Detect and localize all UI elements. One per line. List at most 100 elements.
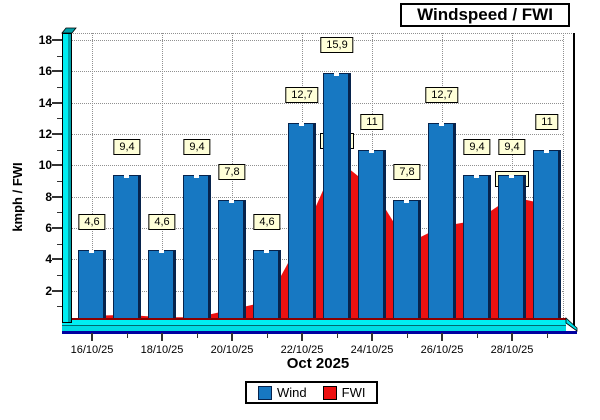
- y-minor-tick: [57, 181, 62, 182]
- y-grid-line: [72, 134, 563, 135]
- y-minor-tick: [57, 55, 62, 57]
- bar-value-label: 11: [535, 114, 559, 130]
- bar-top-tick: [439, 123, 444, 126]
- y-minor-tick: [57, 275, 62, 276]
- wind-bar: [288, 123, 316, 322]
- plot-top-border: [62, 33, 574, 34]
- y-minor-tick: [57, 118, 62, 120]
- bar-value-label: 9,4: [183, 139, 211, 155]
- y-minor-tick: [57, 212, 62, 214]
- bar-top-tick: [474, 175, 479, 178]
- bar-value-label: 12,7: [425, 87, 459, 103]
- plot-right-border: [573, 33, 575, 328]
- bar-value-label: 9,4: [113, 139, 141, 155]
- bar-value-label: 9,4: [463, 139, 491, 155]
- y-axis-wall: [62, 33, 72, 323]
- x-tick-label: 24/10/25: [350, 344, 394, 356]
- wind-bar: [358, 150, 386, 322]
- x-major-tick: [301, 333, 303, 341]
- y-grid-line: [72, 165, 563, 167]
- x-minor-tick: [407, 333, 408, 338]
- x-tick-label: 16/10/25: [70, 344, 114, 356]
- wind-bar: [323, 73, 351, 322]
- x-minor-tick: [547, 333, 548, 338]
- legend-label-wind: Wind: [277, 385, 307, 400]
- y-tick-label: 10: [38, 158, 52, 173]
- bar-top-tick: [89, 250, 94, 253]
- y-grid-line: [72, 71, 563, 73]
- y-tick-label: 2: [45, 283, 52, 298]
- bar-value-label: 7,8: [393, 164, 421, 180]
- bar-top-tick: [369, 150, 374, 153]
- bar-value-label: 4,6: [78, 214, 106, 230]
- wind-bar: [533, 150, 561, 322]
- x-axis-bottom-line: [62, 331, 577, 334]
- y-minor-tick: [57, 243, 62, 245]
- y-major-tick: [52, 164, 62, 167]
- x-major-tick: [441, 333, 443, 341]
- bar-top-tick: [229, 200, 234, 203]
- bar-top-tick: [334, 73, 339, 76]
- x-tick-label: 26/10/25: [420, 344, 464, 356]
- wind-bar: [113, 175, 141, 322]
- y-tick-label: 16: [38, 64, 52, 79]
- x-major-tick: [161, 333, 163, 341]
- wind-bar: [218, 200, 246, 322]
- y-major-tick: [52, 289, 62, 292]
- wind-bar: [148, 250, 176, 322]
- y-major-tick: [52, 39, 62, 41]
- x-minor-tick: [337, 333, 338, 338]
- wind-bar: [183, 175, 211, 322]
- x-tick-label: 18/10/25: [140, 344, 184, 356]
- x-tick-label: 20/10/25: [210, 344, 254, 356]
- bar-top-tick: [264, 250, 269, 253]
- x-tick-label: 22/10/25: [280, 344, 324, 356]
- x-major-tick: [371, 333, 373, 341]
- y-tick-label: 18: [38, 33, 52, 47]
- x-major-tick: [231, 333, 233, 341]
- bar-top-tick: [299, 123, 304, 126]
- wind-bar: [463, 175, 491, 322]
- bar-top-tick: [544, 150, 549, 153]
- bar-value-label: 12,7: [285, 87, 319, 103]
- y-major-tick: [52, 195, 62, 198]
- bar-top-tick: [509, 175, 514, 178]
- x-minor-tick: [197, 333, 198, 338]
- x-minor-tick: [477, 333, 478, 338]
- y-grid-line: [72, 40, 563, 41]
- legend-item-fwi: FWI: [322, 385, 366, 400]
- x-major-tick: [91, 333, 93, 341]
- bar-top-tick: [124, 175, 129, 178]
- bar-value-label: 7,8: [218, 164, 246, 180]
- bar-top-tick: [194, 175, 199, 178]
- fwi-series-swatch-icon: [322, 385, 337, 400]
- y-minor-tick: [57, 149, 62, 151]
- x-minor-tick: [267, 333, 268, 338]
- y-tick-label: 6: [45, 221, 52, 235]
- bar-value-label: 11: [360, 114, 384, 130]
- wind-bar: [253, 250, 281, 322]
- bar-value-label: 15,9: [320, 37, 354, 53]
- x-axis-band-mid: [62, 326, 566, 331]
- x-major-tick: [511, 333, 513, 341]
- legend-item-wind: Wind: [258, 385, 307, 400]
- bar-top-tick: [159, 250, 164, 253]
- y-major-tick: [52, 227, 62, 229]
- y-grid-line: [72, 102, 563, 104]
- y-major-tick: [52, 133, 62, 135]
- bar-value-label: 9,4: [498, 139, 526, 155]
- bar-top-tick: [404, 200, 409, 203]
- y-minor-tick: [57, 306, 62, 308]
- legend-label-fwi: FWI: [341, 385, 366, 400]
- wind-bar: [393, 200, 421, 322]
- y-tick-label: 12: [38, 127, 52, 141]
- wind-bar: [498, 175, 526, 322]
- bar-value-label: 4,6: [253, 214, 281, 230]
- y-tick-label: 4: [45, 252, 52, 267]
- x-axis-band-light: [62, 320, 566, 325]
- chart-title: Windspeed / FWI: [400, 3, 570, 27]
- y-minor-tick: [57, 87, 62, 88]
- bar-value-label: 4,6: [148, 214, 176, 230]
- x-axis-title: Oct 2025: [286, 355, 350, 372]
